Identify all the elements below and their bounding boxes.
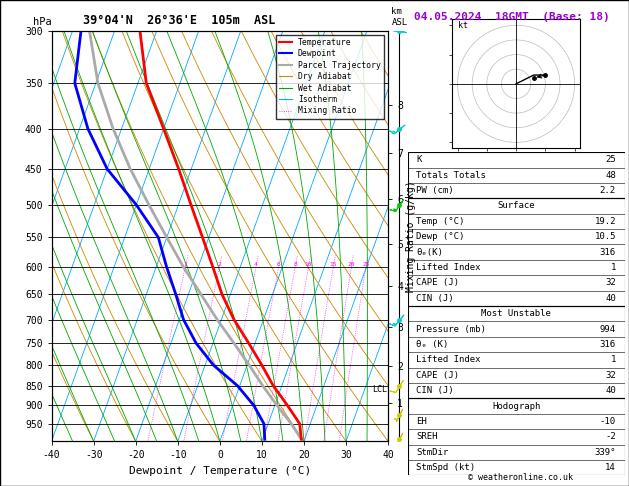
- Text: 316: 316: [600, 340, 616, 349]
- Text: CIN (J): CIN (J): [416, 386, 454, 395]
- Bar: [408, 399, 625, 475]
- Text: SREH: SREH: [416, 433, 438, 441]
- Text: θₑ (K): θₑ (K): [416, 340, 448, 349]
- Text: CIN (J): CIN (J): [416, 294, 454, 303]
- Text: kt: kt: [457, 21, 467, 30]
- Text: 48: 48: [605, 171, 616, 180]
- Text: 19.2: 19.2: [594, 217, 616, 226]
- Text: 04.05.2024  18GMT  (Base: 18): 04.05.2024 18GMT (Base: 18): [414, 12, 610, 22]
- Y-axis label: Mixing Ratio (g/kg): Mixing Ratio (g/kg): [406, 180, 416, 292]
- Text: hPa: hPa: [33, 17, 52, 27]
- Text: Totals Totals: Totals Totals: [416, 171, 486, 180]
- Text: CAPE (J): CAPE (J): [416, 371, 459, 380]
- Text: 25: 25: [605, 156, 616, 164]
- Text: -10: -10: [600, 417, 616, 426]
- Legend: Temperature, Dewpoint, Parcel Trajectory, Dry Adiabat, Wet Adiabat, Isotherm, Mi: Temperature, Dewpoint, Parcel Trajectory…: [276, 35, 384, 119]
- Text: θₑ(K): θₑ(K): [416, 248, 443, 257]
- Text: K: K: [416, 156, 421, 164]
- Text: 2.2: 2.2: [600, 186, 616, 195]
- Text: 4: 4: [254, 262, 258, 267]
- Text: CAPE (J): CAPE (J): [416, 278, 459, 287]
- Text: 32: 32: [605, 371, 616, 380]
- Text: km
ASL: km ASL: [391, 7, 408, 27]
- Text: Lifted Index: Lifted Index: [416, 355, 481, 364]
- Text: 1: 1: [611, 355, 616, 364]
- Text: 14: 14: [605, 463, 616, 472]
- Text: Most Unstable: Most Unstable: [481, 309, 551, 318]
- Text: StmDir: StmDir: [416, 448, 448, 457]
- Text: -2: -2: [605, 433, 616, 441]
- Text: 1: 1: [184, 262, 187, 267]
- Text: 339°: 339°: [594, 448, 616, 457]
- Text: 10.5: 10.5: [594, 232, 616, 241]
- Text: 6: 6: [277, 262, 281, 267]
- Text: Lifted Index: Lifted Index: [416, 263, 481, 272]
- Text: 20: 20: [348, 262, 355, 267]
- Text: Hodograph: Hodograph: [492, 401, 540, 411]
- Text: 32: 32: [605, 278, 616, 287]
- Text: Temp (°C): Temp (°C): [416, 217, 465, 226]
- Text: 40: 40: [605, 386, 616, 395]
- Bar: [408, 152, 625, 198]
- Text: 25: 25: [362, 262, 370, 267]
- Text: © weatheronline.co.uk: © weatheronline.co.uk: [468, 473, 572, 482]
- Text: EH: EH: [416, 417, 427, 426]
- Bar: [408, 306, 625, 399]
- Text: 2: 2: [218, 262, 221, 267]
- Text: 15: 15: [330, 262, 337, 267]
- Bar: [408, 198, 625, 306]
- Text: 8: 8: [293, 262, 297, 267]
- Text: 994: 994: [600, 325, 616, 333]
- X-axis label: Dewpoint / Temperature (°C): Dewpoint / Temperature (°C): [129, 466, 311, 476]
- Text: StmSpd (kt): StmSpd (kt): [416, 463, 476, 472]
- Text: 40: 40: [605, 294, 616, 303]
- Text: Dewp (°C): Dewp (°C): [416, 232, 465, 241]
- Text: 1: 1: [611, 263, 616, 272]
- Text: 10: 10: [304, 262, 312, 267]
- Text: Surface: Surface: [498, 202, 535, 210]
- Text: 316: 316: [600, 248, 616, 257]
- Text: PW (cm): PW (cm): [416, 186, 454, 195]
- Text: Pressure (mb): Pressure (mb): [416, 325, 486, 333]
- Text: LCL: LCL: [372, 385, 387, 394]
- Text: 39°04'N  26°36'E  105m  ASL: 39°04'N 26°36'E 105m ASL: [83, 14, 276, 27]
